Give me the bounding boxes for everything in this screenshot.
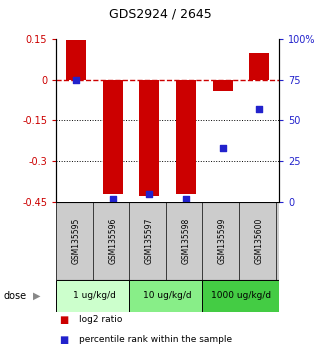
Text: GSM135599: GSM135599 — [218, 217, 227, 264]
Text: dose: dose — [3, 291, 26, 301]
Text: 1 ug/kg/d: 1 ug/kg/d — [73, 291, 116, 300]
Bar — [203, 280, 279, 312]
Point — [147, 191, 152, 196]
Bar — [249, 52, 269, 80]
Point — [74, 77, 79, 82]
Bar — [66, 40, 86, 80]
Text: GDS2924 / 2645: GDS2924 / 2645 — [109, 7, 212, 20]
Text: ■: ■ — [59, 315, 69, 325]
Text: log2 ratio: log2 ratio — [79, 315, 122, 324]
Text: GSM135600: GSM135600 — [255, 217, 264, 264]
Text: percentile rank within the sample: percentile rank within the sample — [79, 335, 232, 343]
Text: 10 ug/kg/d: 10 ug/kg/d — [143, 291, 192, 300]
Point — [110, 196, 116, 201]
Bar — [103, 80, 123, 194]
Text: 1000 ug/kg/d: 1000 ug/kg/d — [211, 291, 271, 300]
Text: GSM135598: GSM135598 — [181, 218, 190, 264]
Bar — [56, 280, 133, 312]
Text: GSM135595: GSM135595 — [72, 217, 81, 264]
Text: GSM135597: GSM135597 — [145, 217, 154, 264]
Text: ▶: ▶ — [33, 291, 41, 301]
Bar — [139, 80, 160, 196]
Point — [256, 106, 262, 112]
Bar — [129, 280, 206, 312]
Text: ■: ■ — [59, 335, 69, 344]
Bar — [176, 80, 196, 194]
Point — [183, 196, 188, 201]
Text: GSM135596: GSM135596 — [108, 217, 117, 264]
Point — [220, 145, 225, 151]
Bar — [213, 80, 233, 91]
